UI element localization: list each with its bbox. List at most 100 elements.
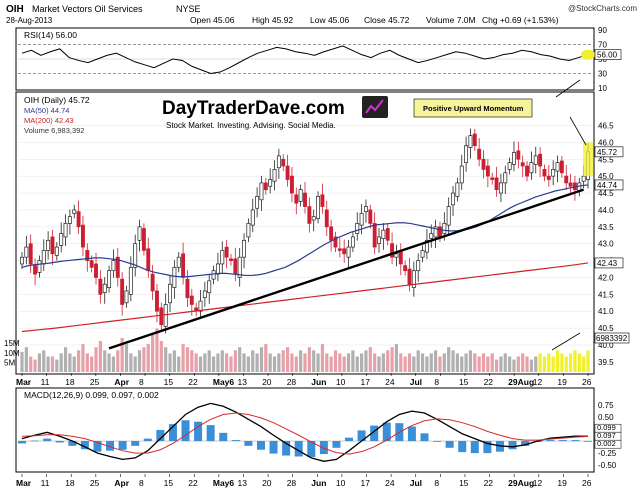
macd-histogram-bar: [508, 441, 517, 450]
price-tick-label: 44.0: [598, 206, 614, 215]
volume-bar: [564, 356, 568, 372]
x-tick-label: May6: [213, 377, 235, 387]
volume-bar: [107, 353, 111, 372]
volume-bar: [116, 350, 120, 372]
x-tick-label: 20: [262, 377, 272, 387]
volume-bar: [272, 356, 277, 372]
x-tick-label: 22: [484, 478, 494, 488]
volume-bar: [81, 344, 85, 372]
macd-histogram-bar: [470, 441, 479, 454]
ma200-line: [21, 262, 589, 333]
rsi-title: RSI(14) 56.00: [24, 30, 77, 40]
candle-body: [420, 250, 425, 258]
candle-body: [137, 226, 142, 241]
volume-bar: [486, 356, 490, 372]
ma50-last-label: 44.74: [597, 181, 618, 190]
rsi-tick-label: 70: [598, 41, 607, 50]
volume-bar: [460, 356, 464, 372]
volume-bar: [477, 356, 481, 372]
last-close-label: 45.72: [597, 148, 618, 157]
x-tick-label: 11: [41, 478, 50, 488]
volume-bar: [111, 356, 116, 372]
volume-bar: [586, 350, 590, 372]
macd-histogram-bar: [106, 441, 115, 451]
volume-bar: [481, 353, 486, 372]
macd-histogram-bar: [445, 441, 454, 448]
x-tick-label: 13: [237, 377, 247, 387]
volume-bar: [285, 347, 290, 372]
macd-histogram-bar: [43, 438, 52, 442]
volume-bar: [85, 353, 89, 372]
macd-signal-line: [21, 412, 589, 455]
candle-body: [551, 169, 556, 177]
macd-histogram-bar: [269, 441, 278, 454]
candle-body: [559, 160, 564, 174]
volume-bar: [238, 347, 242, 372]
candle-body: [268, 179, 273, 187]
x-tick-label: 15: [459, 478, 469, 488]
volume-bar: [50, 356, 55, 372]
candle-body: [477, 148, 482, 160]
volume-bar: [521, 353, 525, 372]
volume-tick-label: 15M: [4, 339, 20, 348]
candle-body: [155, 290, 159, 312]
macd-histogram-bar: [458, 441, 467, 453]
volume-bar: [442, 353, 446, 372]
volume-bar: [207, 350, 211, 372]
volume-bar: [503, 353, 507, 372]
x-tick-label: 26: [582, 478, 592, 488]
candle-body: [438, 226, 442, 238]
volume-bar: [434, 350, 438, 372]
candle-body: [311, 216, 316, 221]
x-tick-label: 24: [385, 478, 395, 488]
candle-body: [359, 212, 364, 226]
candle-body: [538, 153, 543, 167]
price-tick-label: 41.5: [598, 290, 614, 299]
volume-last-box: [594, 332, 630, 344]
candle-body: [507, 162, 512, 170]
candle-body: [242, 239, 246, 258]
macd-histogram-bar: [30, 440, 39, 442]
x-tick-label: 26: [582, 377, 592, 387]
candle-body: [281, 158, 286, 167]
volume-bar: [103, 350, 107, 372]
volume-bar: [225, 353, 229, 372]
candle-body: [398, 250, 403, 265]
macd-histogram-bar: [294, 441, 303, 457]
volume-bar: [168, 353, 172, 372]
volume-bar: [499, 356, 503, 372]
macd-histogram-bar: [433, 441, 442, 442]
candle-body: [163, 304, 168, 327]
volume-tick-label: 10M: [4, 349, 20, 358]
rsi-tick-label: 90: [598, 26, 607, 35]
brand-logo: [362, 96, 388, 118]
volume-bar: [390, 347, 394, 372]
volume-bar: [68, 353, 72, 372]
candle-body: [259, 182, 264, 201]
candle-body: [168, 283, 172, 304]
candle-body: [46, 239, 51, 251]
candle-body: [20, 256, 24, 265]
candle-body: [63, 223, 68, 238]
candle-body: [159, 307, 164, 326]
volume-bar: [577, 353, 581, 372]
candle-body: [329, 226, 334, 241]
x-tick-label: Mar: [16, 377, 32, 387]
candle-body: [285, 165, 290, 180]
candle-body: [76, 211, 81, 228]
x-tick-label: 18: [65, 478, 75, 488]
macd-line: [21, 402, 589, 462]
macd-last-label: 0.002: [597, 439, 616, 448]
legend-volume: Volume 6,983,392: [24, 126, 84, 135]
candle-body: [111, 260, 116, 272]
x-tick-label: 22: [188, 377, 198, 387]
rsi-highlight: [581, 49, 595, 60]
macd-histogram-bar: [244, 441, 253, 446]
x-tick-label: 8: [139, 478, 144, 488]
volume-bar: [560, 353, 564, 372]
low-value: Low 45.06: [310, 15, 349, 25]
rsi-chart: 907050301056.00: [18, 26, 622, 93]
momentum-callout: [413, 98, 533, 118]
candle-body: [468, 135, 473, 148]
